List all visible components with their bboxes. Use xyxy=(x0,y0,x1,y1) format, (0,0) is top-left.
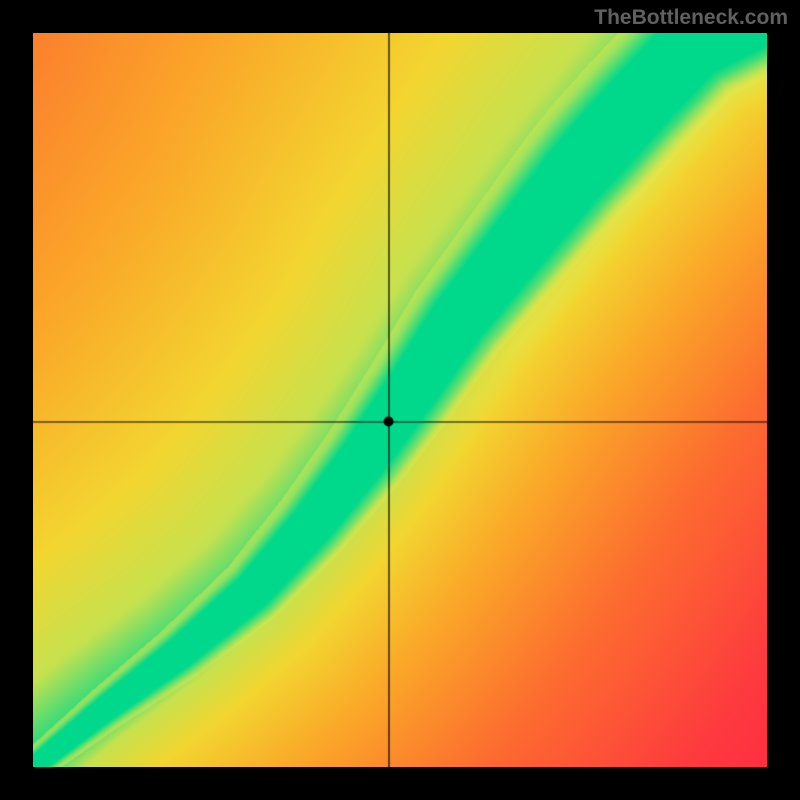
chart-container: TheBottleneck.com xyxy=(0,0,800,800)
bottleneck-heatmap xyxy=(33,33,767,767)
watermark-text: TheBottleneck.com xyxy=(594,6,788,30)
